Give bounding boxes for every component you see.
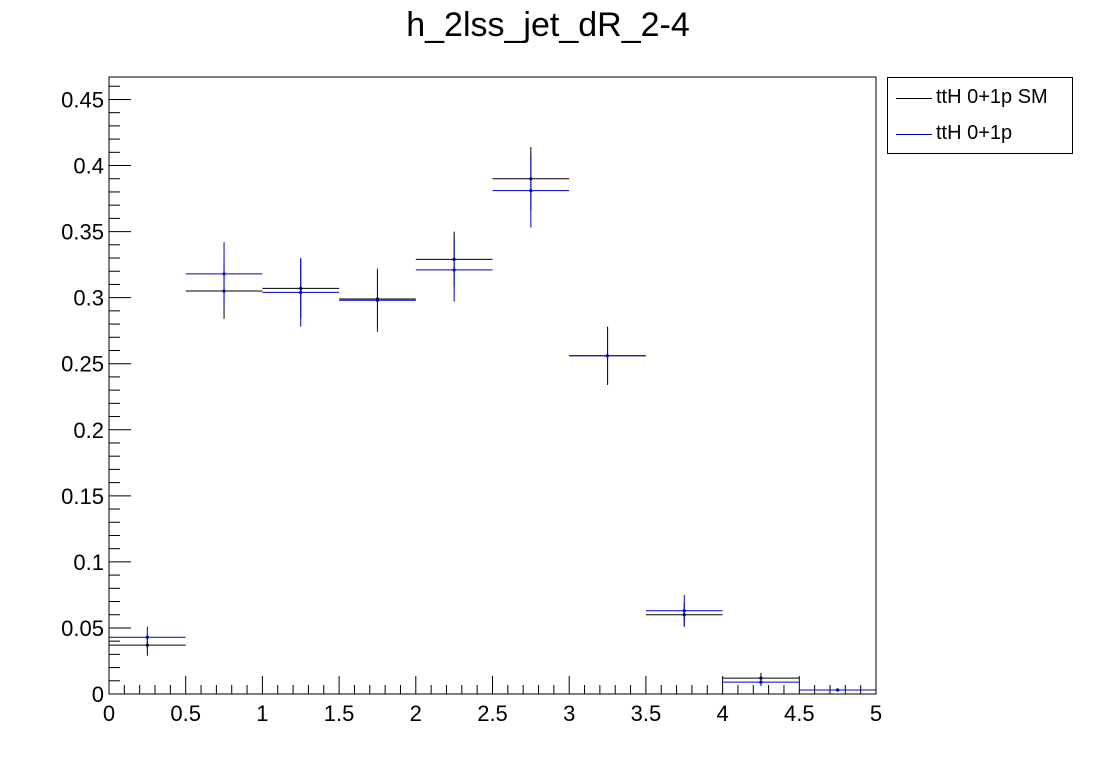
x-tick-label: 4.5 — [784, 701, 815, 726]
data-point — [759, 680, 763, 684]
legend-item-sm: ttH 0+1p SM — [888, 80, 1074, 116]
axes: 0 0.5 1 1.5 2 2.5 3 3.5 4 4.5 5 0 0.05 0.1 0.15 0.2 0.25… — [61, 76, 882, 726]
y-tick-label: 0.05 — [61, 616, 104, 641]
legend-swatch-bsm — [896, 134, 932, 135]
y-tick-label: 0 — [92, 682, 104, 707]
legend-item-bsm: ttH 0+1p — [888, 116, 1074, 152]
x-tick-label: 1 — [256, 701, 268, 726]
legend-swatch-sm — [896, 98, 932, 99]
x-tick-label: 3 — [563, 701, 575, 726]
data-point — [222, 272, 226, 276]
data-point — [145, 635, 149, 639]
series-1 — [109, 153, 876, 692]
y-tick-label: 0.3 — [73, 286, 104, 311]
data-point — [452, 268, 456, 272]
data-point — [375, 298, 380, 302]
chart-title: h_2lss_jet_dR_2-4 — [406, 6, 690, 44]
data-point — [605, 354, 610, 358]
x-tick-label: 5 — [870, 701, 882, 726]
legend-label-bsm: ttH 0+1p — [936, 122, 1013, 144]
series-layer — [109, 147, 876, 692]
x-tick-label: 2 — [410, 701, 422, 726]
legend-label-sm: ttH 0+1p SM — [936, 86, 1048, 108]
y-tick-label: 0.1 — [73, 550, 104, 575]
plot-frame — [108, 76, 877, 695]
y-tick-label: 0.45 — [61, 87, 104, 112]
data-point — [529, 189, 533, 193]
y-tick-label: 0.25 — [61, 352, 104, 377]
data-point — [682, 609, 686, 613]
x-tick-label: 1.5 — [324, 701, 355, 726]
y-tick-label: 0.35 — [61, 220, 104, 245]
y-tick-label: 0.4 — [73, 154, 104, 179]
data-point — [299, 290, 303, 294]
y-tick-label: 0.2 — [73, 418, 104, 443]
series-0 — [109, 147, 876, 692]
x-tick-label: 0.5 — [170, 701, 201, 726]
legend: ttH 0+1p SM ttH 0+1p — [887, 77, 1073, 154]
x-tick-label: 3.5 — [631, 701, 662, 726]
data-point — [836, 688, 840, 692]
x-tick-label: 0 — [103, 701, 115, 726]
x-tick-label: 4 — [716, 701, 728, 726]
x-tick-label: 2.5 — [477, 701, 508, 726]
y-tick-label: 0.15 — [61, 484, 104, 509]
